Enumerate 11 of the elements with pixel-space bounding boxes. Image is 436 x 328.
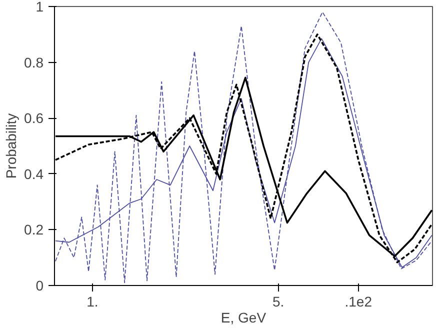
y-axis-title: Probability — [3, 113, 20, 179]
y-tick-label: 0.6 — [24, 110, 44, 126]
y-tick-label: 1 — [36, 0, 44, 14]
x-axis-title: E, GeV — [220, 310, 267, 326]
x-tick-label: 5. — [272, 294, 284, 310]
x-tick-label: 1. — [86, 294, 98, 310]
y-tick-label: 0.2 — [24, 222, 44, 238]
x-tick-label: .1e2 — [344, 294, 372, 310]
y-tick-label: 0.4 — [24, 166, 44, 182]
y-tick-label: 0 — [36, 278, 44, 294]
y-tick-label: 0.8 — [24, 54, 44, 70]
